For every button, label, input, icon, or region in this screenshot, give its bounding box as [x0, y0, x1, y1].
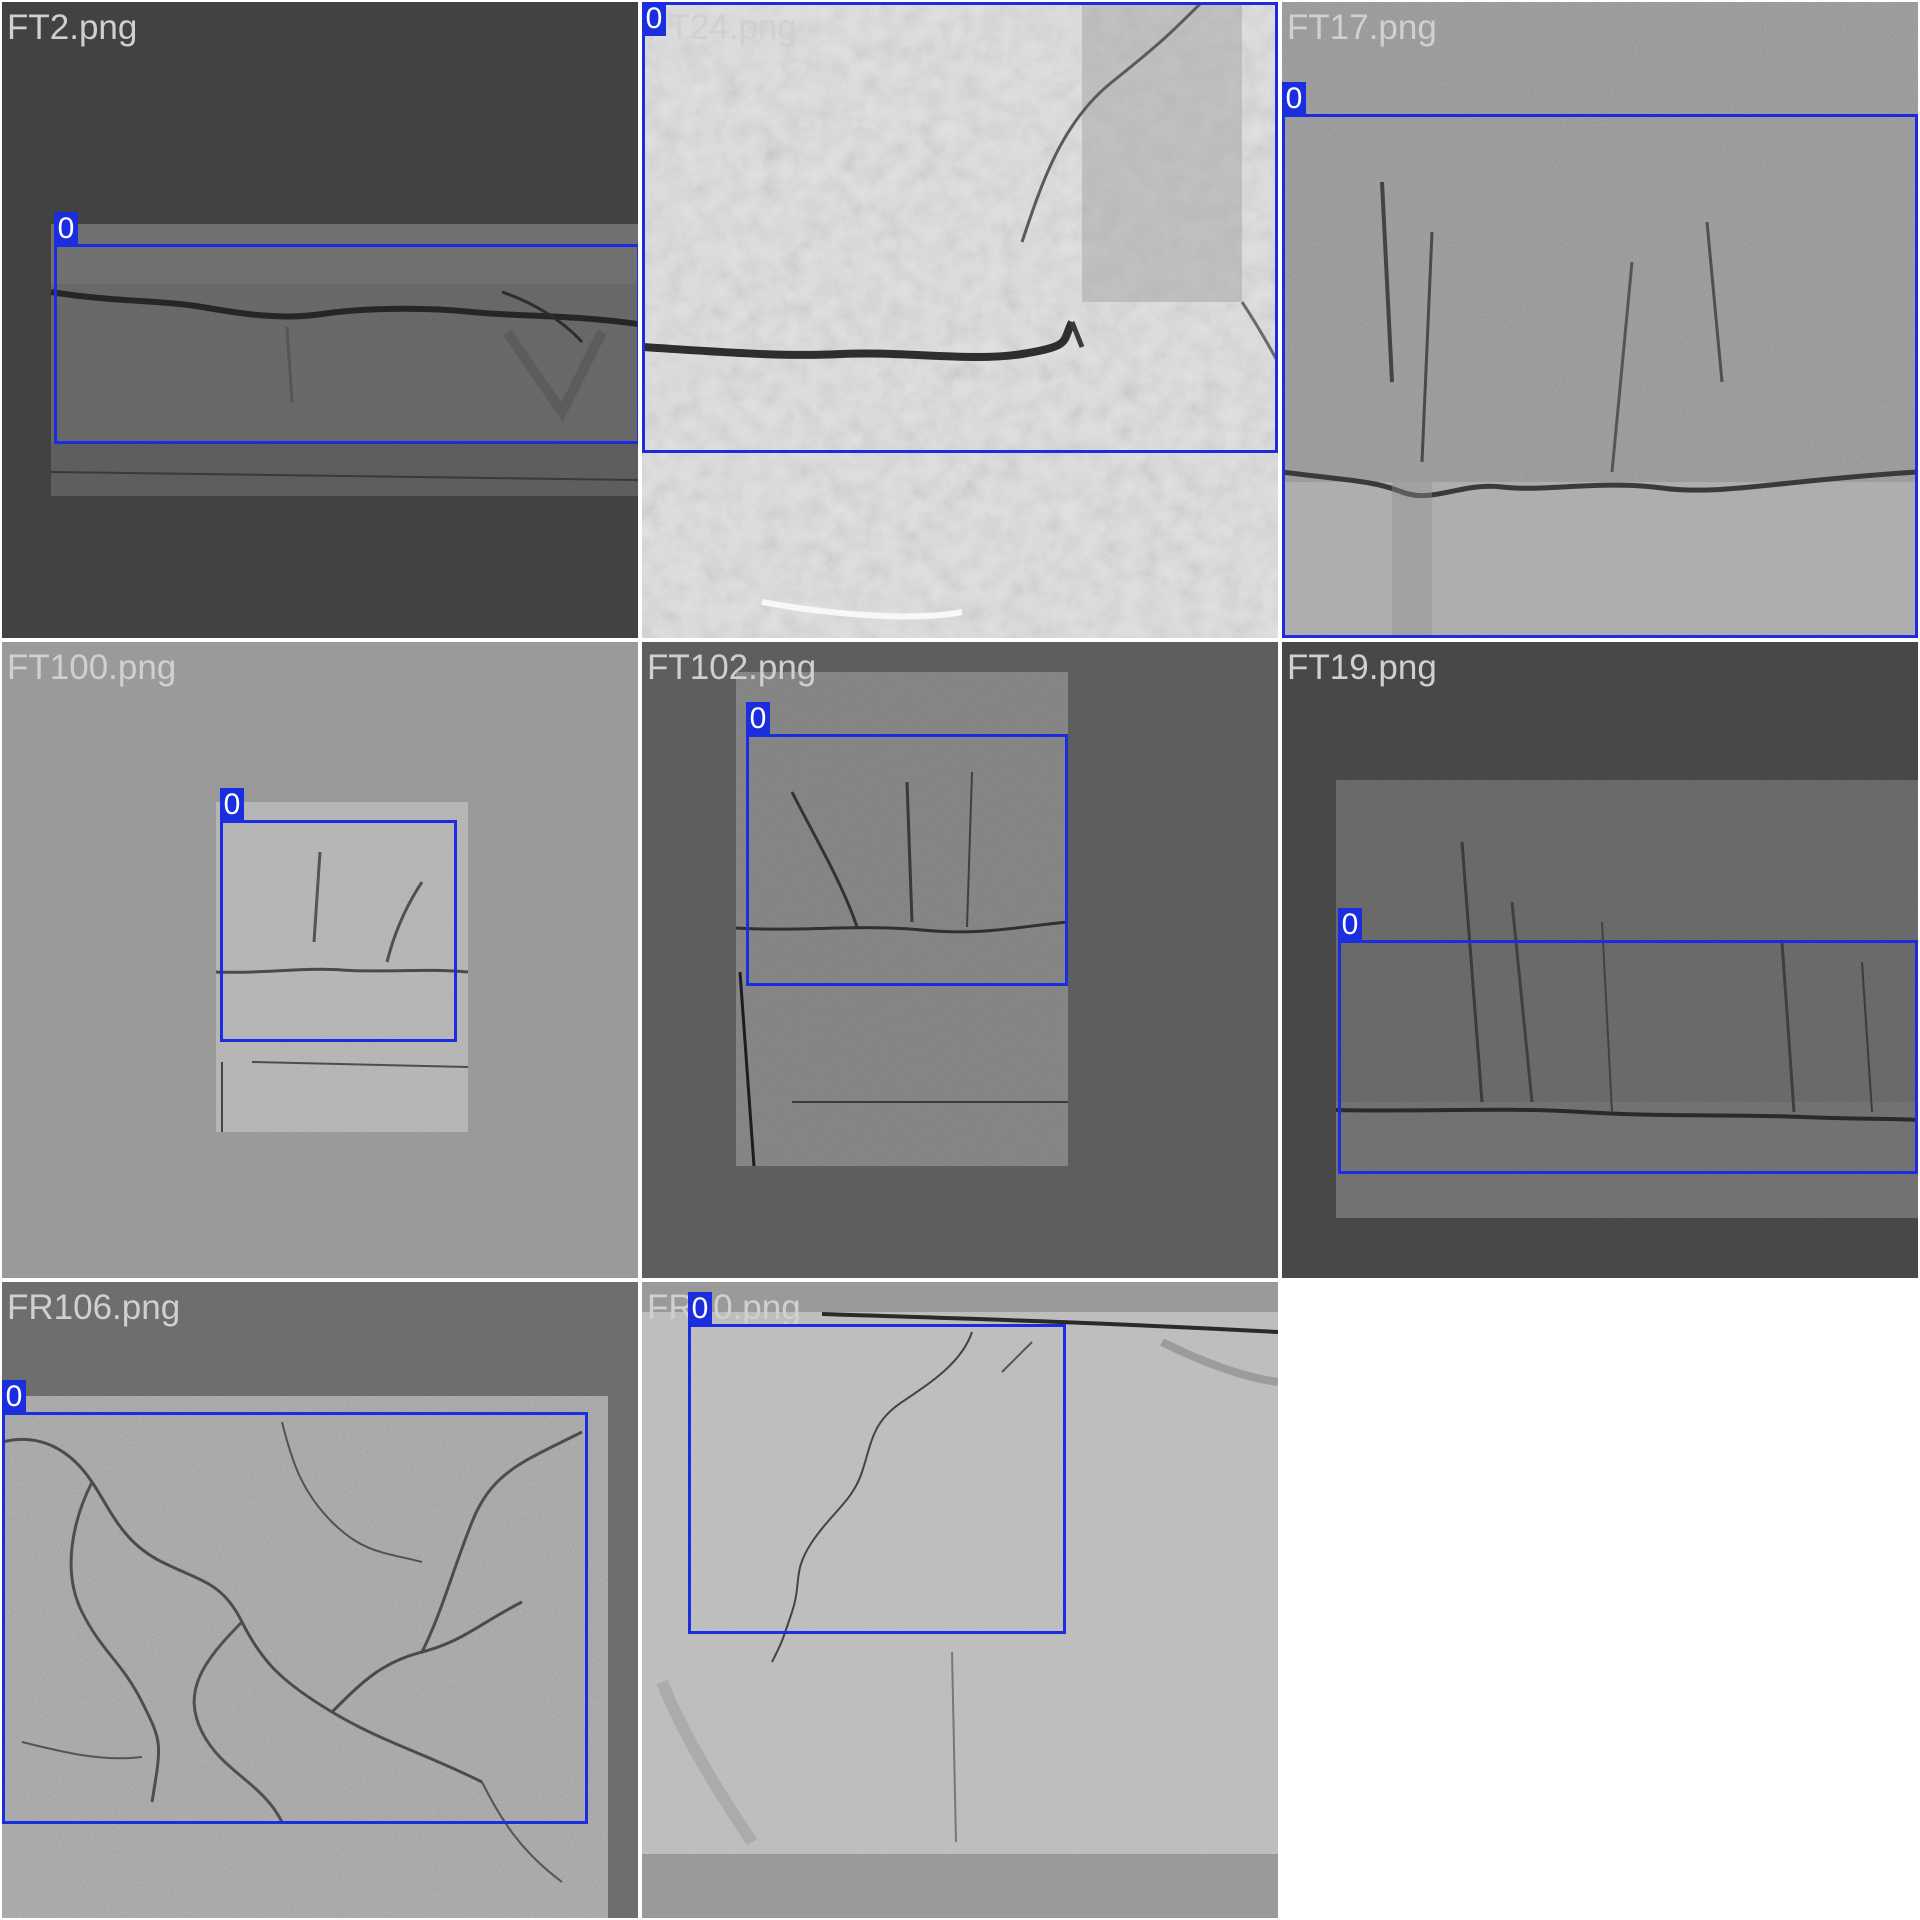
detection-box	[54, 244, 638, 444]
empty-grid-cell	[1282, 1282, 1918, 1918]
crack-photo	[1282, 2, 1918, 638]
detection-box	[1282, 114, 1918, 638]
crack-photo	[215, 802, 469, 1132]
tile-background	[642, 1282, 1278, 1918]
image-tile-fr10: FR10.png 0	[642, 1282, 1278, 1918]
tile-background	[2, 2, 638, 638]
image-tile-ft100: FT100.png 0	[2, 642, 638, 1278]
detection-class-label: 0	[2, 1380, 26, 1414]
tile-background	[642, 2, 1278, 638]
tile-background	[2, 1282, 638, 1918]
detection-class-label: 0	[1338, 908, 1362, 942]
detection-box	[688, 1324, 1066, 1634]
tile-filename: FT19.png	[1287, 648, 1437, 687]
tile-filename: FT100.png	[7, 648, 177, 687]
detection-class-label: 0	[54, 212, 78, 246]
detection-box	[2, 1412, 588, 1824]
detection-box	[642, 2, 1278, 453]
image-tile-fr106: FR106.png 0	[2, 1282, 638, 1918]
tile-filename: FT17.png	[1287, 8, 1437, 47]
detection-box	[220, 820, 457, 1042]
tile-filename: FT2.png	[7, 8, 138, 47]
image-tile-ft17: FT17.png 0	[1282, 2, 1918, 638]
image-tile-ft19: FT19.png 0	[1282, 642, 1918, 1278]
crack-photo	[2, 1396, 608, 1918]
detection-class-label: 0	[688, 1292, 712, 1326]
crack-photo	[50, 224, 638, 496]
image-tile-ft102: FT102.png 0	[642, 642, 1278, 1278]
detection-box	[1338, 940, 1918, 1174]
tile-filename: FR106.png	[7, 1288, 181, 1327]
crack-photo	[735, 672, 1069, 1167]
detection-class-label: 0	[642, 2, 666, 36]
tile-background	[1282, 2, 1918, 638]
detection-box	[746, 734, 1068, 986]
crack-photo	[1335, 780, 1918, 1218]
image-tile-ft2: FT2.png 0	[2, 2, 638, 638]
image-tile-ft24: FT24.png 0	[642, 2, 1278, 638]
tile-filename: FT24.png	[647, 8, 797, 47]
tile-background	[2, 642, 638, 1278]
crack-photo	[642, 2, 1278, 638]
crack-photo	[642, 1312, 1278, 1854]
detection-class-label: 0	[220, 788, 244, 822]
detection-class-label: 0	[1282, 82, 1306, 116]
tile-filename: FT102.png	[647, 648, 817, 687]
detection-class-label: 0	[746, 702, 770, 736]
tile-filename: FR10.png	[647, 1288, 801, 1327]
